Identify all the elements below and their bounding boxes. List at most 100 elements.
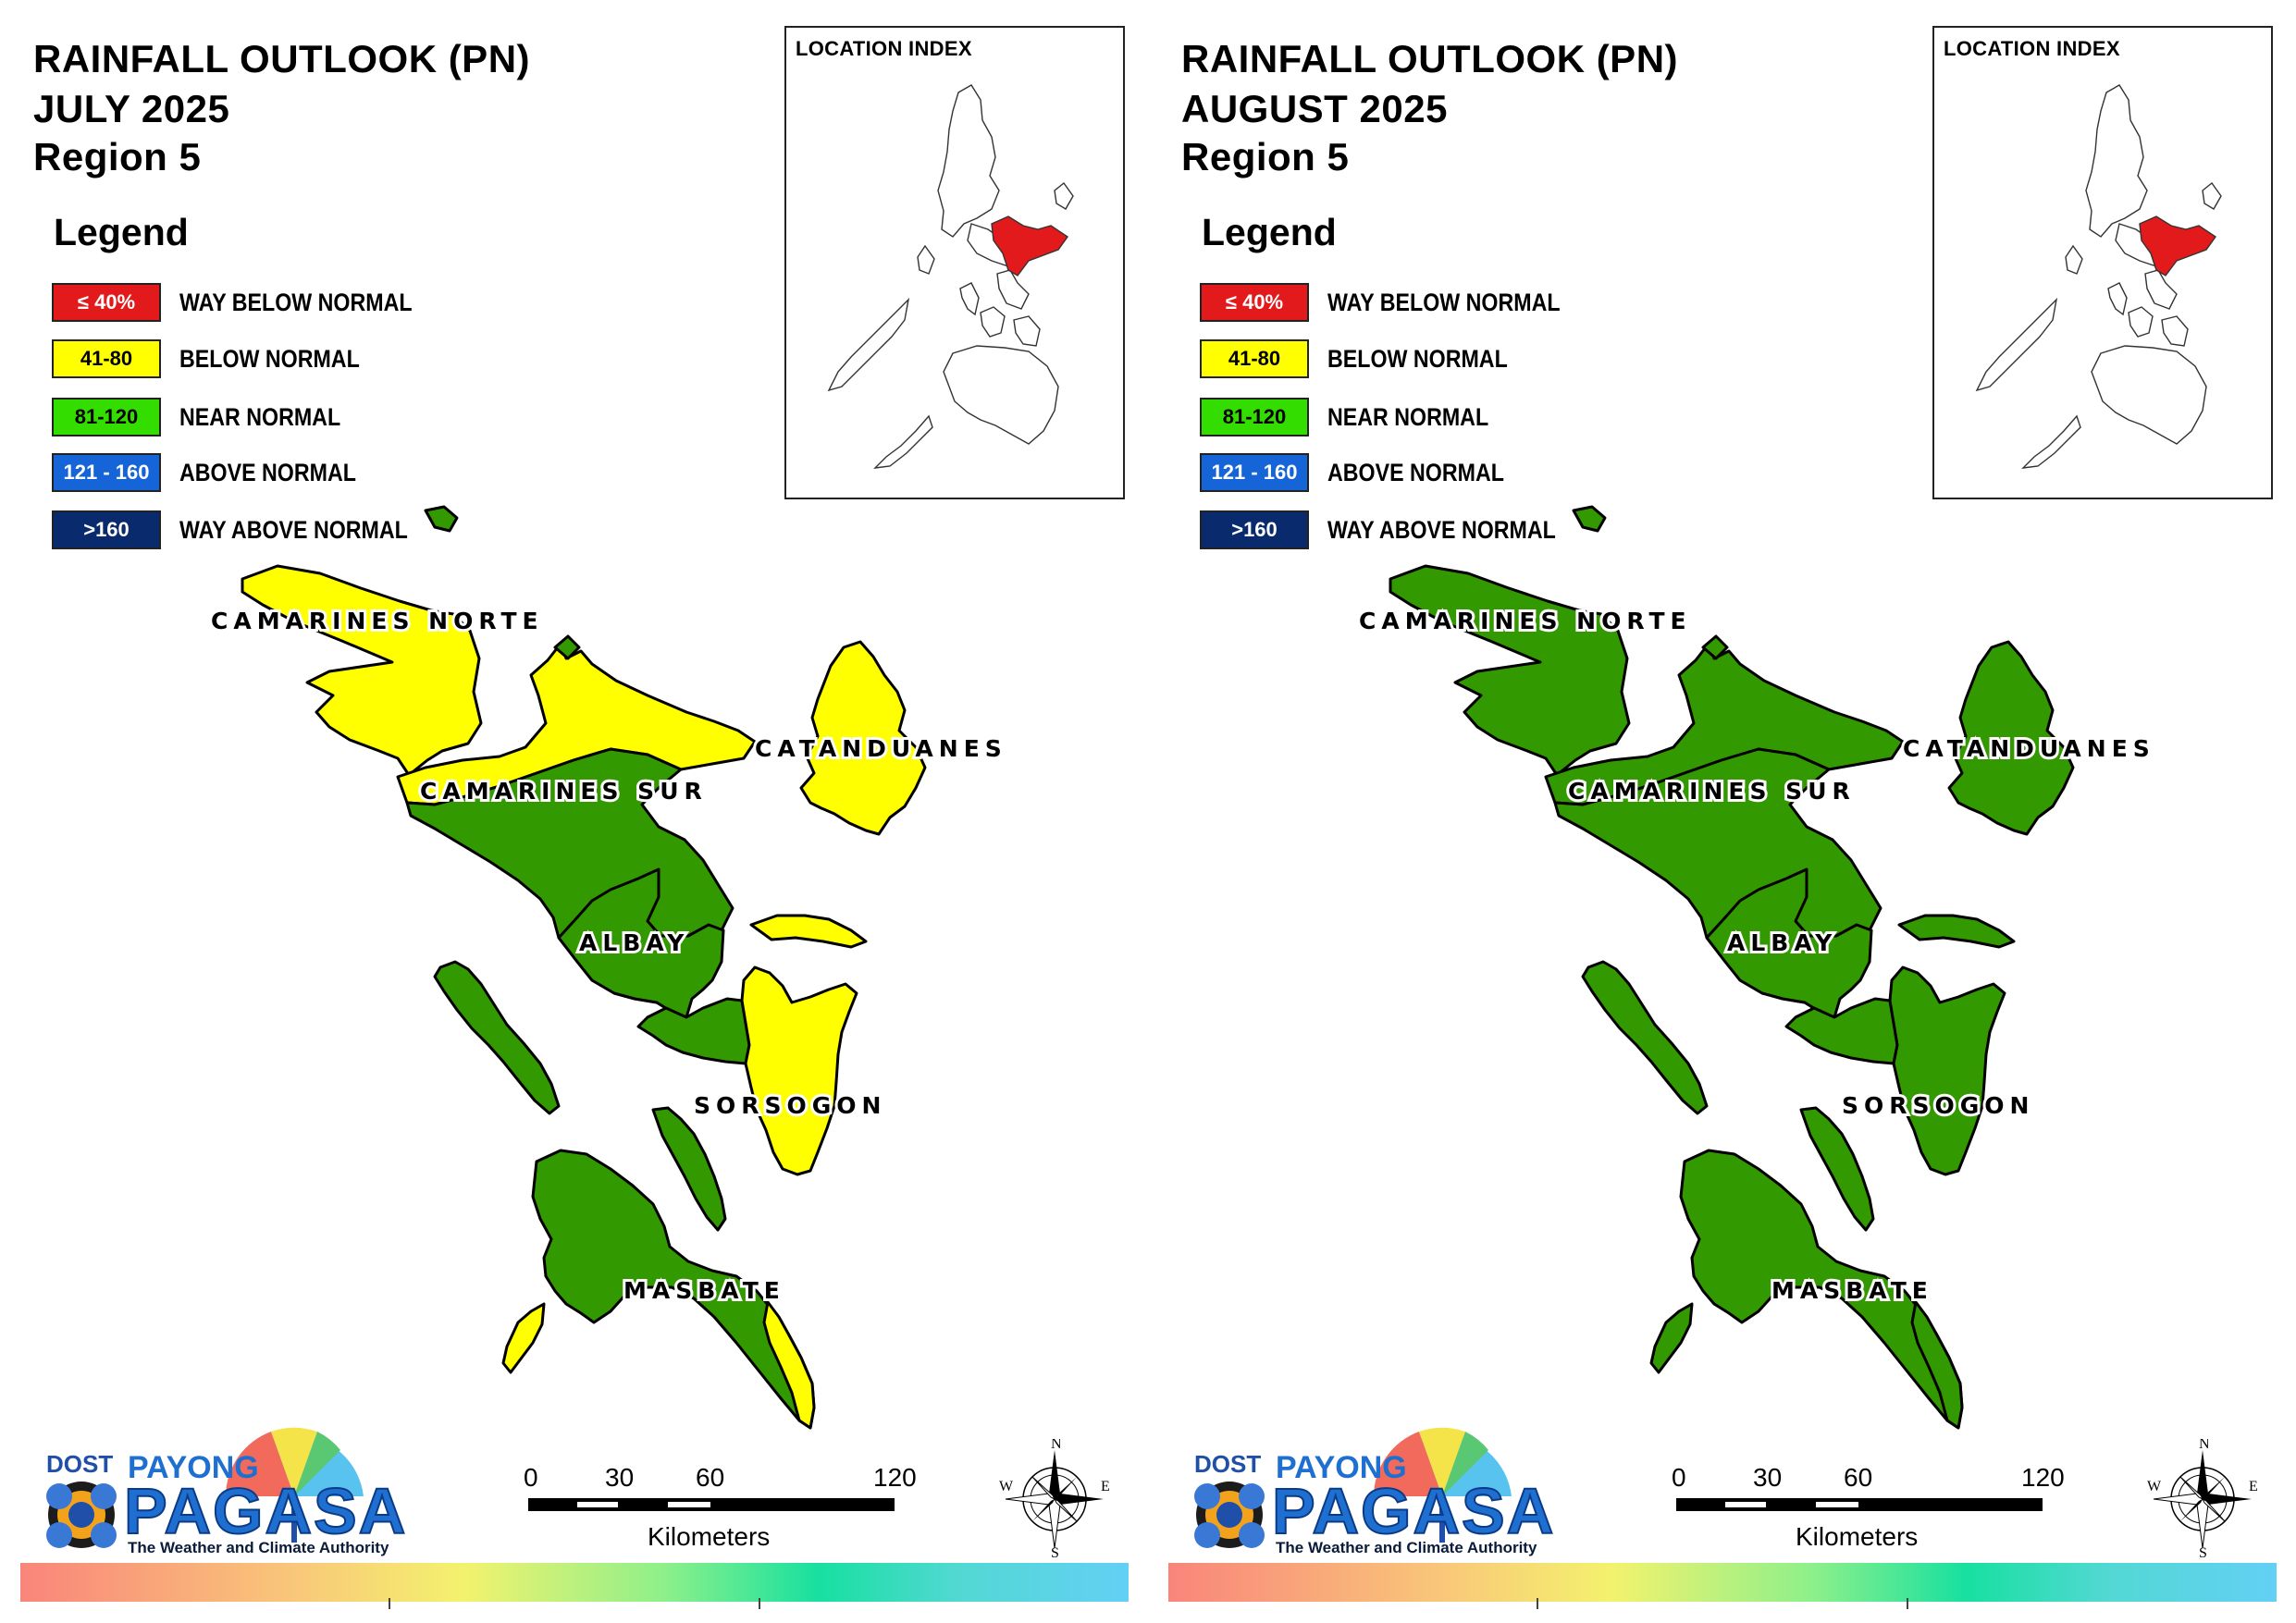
compass-letter-n: N bbox=[1051, 1439, 1062, 1452]
location-index-inset: LOCATION INDEX bbox=[1932, 26, 2273, 499]
island-outline bbox=[937, 84, 1000, 238]
province-shape-islet1 bbox=[749, 914, 868, 949]
province-label-camarines-norte: CAMARINES NORTE bbox=[211, 608, 544, 634]
province-label-catanduanes: CATANDUANES bbox=[755, 735, 1007, 762]
island-outline bbox=[1975, 297, 2058, 392]
logo-payong: PAYONG bbox=[128, 1450, 259, 1485]
compass-letter-e: E bbox=[1101, 1479, 1110, 1494]
province-shape-islet3 bbox=[553, 634, 581, 660]
island-outline bbox=[873, 414, 933, 469]
island-outline bbox=[2107, 282, 2128, 316]
philippines-outline bbox=[827, 84, 1074, 469]
logo-pagasa: PAGASA bbox=[123, 1474, 408, 1548]
map-region: Region 5 bbox=[1181, 135, 1350, 178]
legend-swatch: ≤ 40% bbox=[1200, 283, 1309, 322]
location-index-title: LOCATION INDEX bbox=[796, 37, 972, 60]
province-shape-burias bbox=[433, 960, 561, 1115]
province-shape-albay bbox=[557, 867, 725, 1019]
legend-swatch: >160 bbox=[1200, 510, 1309, 549]
province-shape-ticao bbox=[651, 1106, 727, 1232]
island-outline bbox=[2128, 306, 2154, 338]
compass-letter-w: W bbox=[999, 1479, 1014, 1494]
scale-tick: 60 bbox=[1844, 1463, 1873, 1492]
compass-rose-icon: N S E W bbox=[2147, 1439, 2258, 1559]
scale-tick: 0 bbox=[524, 1463, 538, 1492]
province-label-camarines-sur: CAMARINES SUR bbox=[1568, 778, 1856, 805]
region-5-highlight bbox=[2139, 215, 2216, 277]
map-title: RAINFALL OUTLOOK (PN) bbox=[1181, 37, 1679, 80]
legend-swatch: 81-120 bbox=[1200, 398, 1309, 436]
logo-pagasa: PAGASA bbox=[1271, 1474, 1556, 1548]
legend-swatch: 81-120 bbox=[52, 398, 161, 436]
province-shape-masbate-west bbox=[1649, 1302, 1694, 1374]
legend-label: WAY ABOVE NORMAL bbox=[1327, 516, 1556, 544]
province-label-albay: ALBAY bbox=[1727, 929, 1837, 956]
legend-swatch: ≤ 40% bbox=[52, 283, 161, 322]
province-shape-masbate-west bbox=[501, 1302, 546, 1374]
legend-swatch: 41-80 bbox=[52, 339, 161, 378]
legend-label: WAY BELOW NORMAL bbox=[1327, 289, 1561, 316]
legend-label: BELOW NORMAL bbox=[1327, 345, 1508, 373]
legend-swatch: 41-80 bbox=[1200, 339, 1309, 378]
island-outline bbox=[827, 297, 910, 392]
legend-swatch: 121 - 160 bbox=[1200, 453, 1309, 492]
region-5-map: CAMARINES NORTE CAMARINES SUR CATANDUANES A… bbox=[1356, 505, 2153, 1430]
province-shape-islet2 bbox=[424, 505, 459, 533]
logo-dost: DOST bbox=[1194, 1450, 1262, 1478]
legend-label: ABOVE NORMAL bbox=[179, 459, 356, 486]
footer-gradient-bar bbox=[1168, 1563, 2277, 1609]
province-label-camarines-norte: CAMARINES NORTE bbox=[1359, 608, 1692, 634]
philippines-outline bbox=[1975, 84, 2222, 469]
legend-title: Legend bbox=[54, 211, 189, 253]
location-index-inset: LOCATION INDEX bbox=[784, 26, 1125, 499]
logo-payong: PAYONG bbox=[1276, 1450, 1407, 1485]
compass-letter-n: N bbox=[2199, 1439, 2210, 1452]
logo-dost: DOST bbox=[46, 1450, 114, 1478]
scale-tick: 120 bbox=[873, 1463, 917, 1492]
province-label-sorsogon: SORSOGON bbox=[694, 1092, 886, 1119]
compass-letter-s: S bbox=[1051, 1545, 1059, 1559]
island-outline bbox=[943, 345, 1059, 445]
outlook-panel-july: RAINFALL OUTLOOK (PN) JULY 2025 Region 5… bbox=[20, 26, 1129, 1609]
legend-swatch: 121 - 160 bbox=[52, 453, 161, 492]
map-region: Region 5 bbox=[33, 135, 202, 178]
map-month: JULY 2025 bbox=[33, 87, 230, 130]
legend-swatch: >160 bbox=[52, 510, 161, 549]
legend-label: NEAR NORMAL bbox=[1327, 403, 1489, 431]
province-shape-camarines-norte bbox=[241, 564, 483, 777]
province-shape-sorsogon-west bbox=[636, 997, 751, 1065]
island-outline bbox=[2085, 84, 2148, 238]
scale-tick: 30 bbox=[1753, 1463, 1783, 1492]
location-index-title: LOCATION INDEX bbox=[1944, 37, 2120, 60]
outlook-panel-august: RAINFALL OUTLOOK (PN) AUGUST 2025 Region… bbox=[1148, 0, 2296, 1623]
legend-label: BELOW NORMAL bbox=[179, 345, 360, 373]
map-title: RAINFALL OUTLOOK (PN) bbox=[33, 37, 531, 80]
compass-letter-w: W bbox=[2147, 1479, 2162, 1494]
province-shape-catanduanes bbox=[799, 640, 927, 836]
province-label-masbate: MASBATE bbox=[1771, 1277, 1933, 1304]
legend-title: Legend bbox=[1202, 211, 1337, 253]
island-outline bbox=[2021, 414, 2081, 469]
island-outline bbox=[959, 282, 980, 316]
province-shape-islet1 bbox=[1897, 914, 2016, 949]
province-shape-masbate bbox=[531, 1149, 816, 1430]
scale-tick: 120 bbox=[2021, 1463, 2065, 1492]
compass-letter-s: S bbox=[2199, 1545, 2207, 1559]
scale-bar bbox=[528, 1498, 895, 1511]
province-shape-masbate-tip bbox=[1910, 1300, 1964, 1430]
province-label-camarines-sur: CAMARINES SUR bbox=[420, 778, 708, 805]
island-outline bbox=[2202, 181, 2222, 210]
island-outline bbox=[1013, 315, 1041, 347]
province-shape-islet2 bbox=[1572, 505, 1607, 533]
scale-tick: 30 bbox=[605, 1463, 635, 1492]
island-outline bbox=[980, 306, 1006, 338]
logo-tagline: The Weather and Climate Authority bbox=[128, 1539, 389, 1556]
province-shape-masbate-tip bbox=[762, 1300, 816, 1430]
scale-units: Kilometers bbox=[1796, 1522, 1919, 1551]
legend-label: WAY BELOW NORMAL bbox=[179, 289, 413, 316]
province-shape-burias bbox=[1581, 960, 1709, 1115]
scale-tick: 60 bbox=[696, 1463, 725, 1492]
compass-letter-e: E bbox=[2249, 1479, 2258, 1494]
province-shape-catanduanes bbox=[1947, 640, 2075, 836]
province-shape-masbate bbox=[1679, 1149, 1964, 1430]
